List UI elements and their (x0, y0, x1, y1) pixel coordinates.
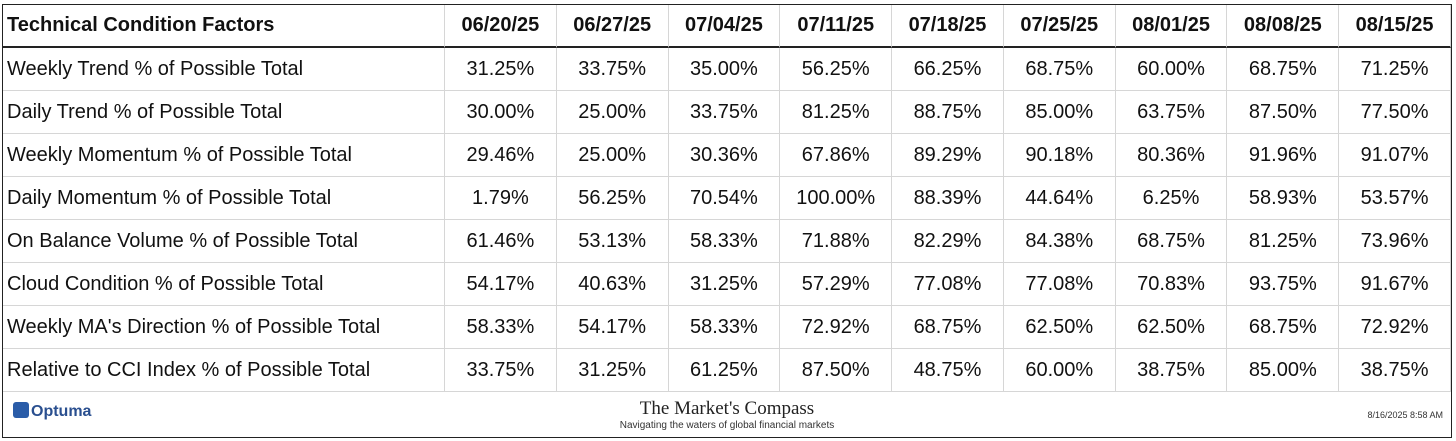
value-cell: 53.13% (556, 220, 669, 263)
header-cell: 08/15/25 (1339, 5, 1451, 48)
value-cell: 85.00% (1003, 91, 1116, 134)
value-cell: 87.50% (780, 349, 893, 392)
value-cell: 57.29% (780, 263, 893, 306)
value-cell: 61.25% (668, 349, 781, 392)
value-cell: 58.33% (445, 306, 557, 349)
row-label: Relative to CCI Index % of Possible Tota… (3, 349, 445, 392)
value-cell: 93.75% (1227, 263, 1340, 306)
brand: The Market's Compass (639, 398, 815, 419)
value-cell: 33.75% (668, 91, 781, 134)
value-cell: 90.18% (1003, 134, 1116, 177)
value-cell: 68.75% (1227, 48, 1340, 91)
value-cell: 58.33% (668, 306, 781, 349)
table-frame: Technical Condition Factors 06/20/25 06/27… (2, 4, 1452, 438)
value-cell: 77.08% (1003, 263, 1116, 306)
value-cell: 62.50% (1003, 306, 1116, 349)
value-cell: 89.29% (892, 134, 1004, 177)
row-label: Weekly Trend % of Possible Total (3, 48, 445, 91)
value-cell: 68.75% (1115, 220, 1228, 263)
value-cell: 88.75% (892, 91, 1004, 134)
header-cell: Technical Condition Factors (3, 5, 445, 48)
value-cell: 87.50% (1227, 91, 1340, 134)
value-cell: 25.00% (556, 134, 669, 177)
value-cell: 33.75% (556, 48, 669, 91)
value-cell: 80.36% (1115, 134, 1228, 177)
row-label: Weekly Momentum % of Possible Total (3, 134, 445, 177)
value-cell: 81.25% (780, 91, 893, 134)
value-cell: 31.25% (556, 349, 669, 392)
value-cell: 48.75% (892, 349, 1004, 392)
value-cell: 58.93% (1227, 177, 1340, 220)
value-cell: 91.67% (1339, 263, 1451, 306)
value-cell: 25.00% (556, 91, 669, 134)
value-cell: 82.29% (892, 220, 1004, 263)
header-cell: 07/04/25 (668, 5, 781, 48)
value-cell: 56.25% (780, 48, 893, 91)
value-cell: 33.75% (445, 349, 557, 392)
value-cell: 70.83% (1115, 263, 1228, 306)
value-cell: 100.00% (780, 177, 893, 220)
value-cell: 73.96% (1339, 220, 1451, 263)
value-cell: 68.75% (892, 306, 1004, 349)
value-cell: 29.46% (445, 134, 557, 177)
value-cell: 1.79% (445, 177, 557, 220)
header-cell: 07/18/25 (892, 5, 1004, 48)
value-cell: 54.17% (445, 263, 557, 306)
header-cell: 06/20/25 (445, 5, 557, 48)
tagline: Navigating the waters of global financia… (619, 420, 835, 431)
header-cell: 07/25/25 (1003, 5, 1116, 48)
value-cell: 70.54% (668, 177, 781, 220)
value-cell: 63.75% (1115, 91, 1228, 134)
logo-icon (13, 402, 29, 418)
value-cell: 31.25% (668, 263, 781, 306)
value-cell: 38.75% (1339, 349, 1451, 392)
value-cell: 53.57% (1339, 177, 1451, 220)
value-cell: 56.25% (556, 177, 669, 220)
value-cell: 30.36% (668, 134, 781, 177)
value-cell: 88.39% (892, 177, 1004, 220)
value-cell: 60.00% (1003, 349, 1116, 392)
value-cell: 58.33% (668, 220, 781, 263)
timestamp: 8/16/2025 8:58 AM (1367, 410, 1443, 420)
row-label: Cloud Condition % of Possible Total (3, 263, 445, 306)
value-cell: 71.88% (780, 220, 893, 263)
value-cell: 84.38% (1003, 220, 1116, 263)
value-cell: 38.75% (1115, 349, 1228, 392)
value-cell: 62.50% (1115, 306, 1228, 349)
value-cell: 54.17% (556, 306, 669, 349)
value-cell: 68.75% (1227, 306, 1340, 349)
value-cell: 85.00% (1227, 349, 1340, 392)
value-cell: 61.46% (445, 220, 557, 263)
value-cell: 44.64% (1003, 177, 1116, 220)
value-cell: 77.08% (892, 263, 1004, 306)
row-label: Weekly MA's Direction % of Possible Tota… (3, 306, 445, 349)
row-label: Daily Momentum % of Possible Total (3, 177, 445, 220)
value-cell: 68.75% (1003, 48, 1116, 91)
value-cell: 91.07% (1339, 134, 1451, 177)
value-cell: 91.96% (1227, 134, 1340, 177)
value-cell: 40.63% (556, 263, 669, 306)
value-cell: 35.00% (668, 48, 781, 91)
value-cell: 30.00% (445, 91, 557, 134)
value-cell: 72.92% (1339, 306, 1451, 349)
header-cell: 08/08/25 (1227, 5, 1340, 48)
row-label: On Balance Volume % of Possible Total (3, 220, 445, 263)
header-cell: 07/11/25 (780, 5, 893, 48)
footer: Optuma The Market's Compass Navigating t… (3, 390, 1451, 437)
value-cell: 71.25% (1339, 48, 1451, 91)
value-cell: 66.25% (892, 48, 1004, 91)
header-cell: 08/01/25 (1115, 5, 1228, 48)
value-cell: 67.86% (780, 134, 893, 177)
value-cell: 31.25% (445, 48, 557, 91)
value-cell: 81.25% (1227, 220, 1340, 263)
logo: Optuma (13, 402, 91, 421)
header-cell: 06/27/25 (556, 5, 669, 48)
value-cell: 6.25% (1115, 177, 1228, 220)
row-label: Daily Trend % of Possible Total (3, 91, 445, 134)
value-cell: 72.92% (780, 306, 893, 349)
value-cell: 77.50% (1339, 91, 1451, 134)
value-cell: 60.00% (1115, 48, 1228, 91)
logo-text: Optuma (31, 403, 92, 420)
